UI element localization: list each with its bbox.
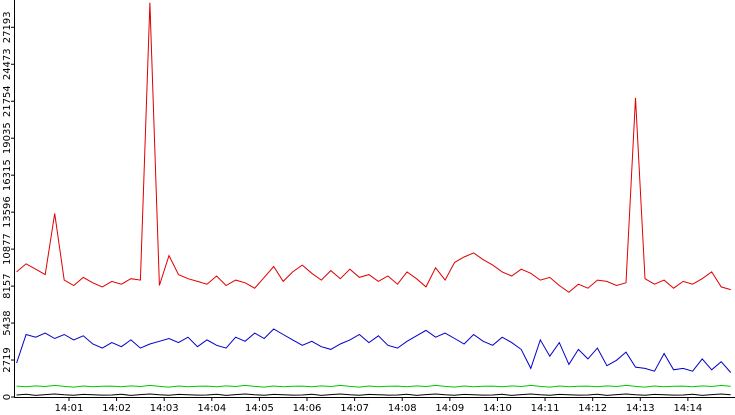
x-tick-label: 14:05 (245, 403, 274, 414)
x-tick-label: 14:08 (388, 403, 417, 414)
y-tick-label: 10877 (2, 233, 13, 265)
series-line (16, 384, 731, 388)
x-tick-label: 14:10 (483, 403, 512, 414)
x-tick-label: 14:11 (531, 403, 560, 414)
y-tick-label: 27193 (2, 11, 13, 43)
x-tick-label: 14:03 (150, 403, 179, 414)
x-tick-label: 14:09 (435, 403, 464, 414)
series-line (16, 328, 732, 373)
y-tick-label: 16315 (2, 159, 13, 191)
y-tick-label: 2719 (2, 347, 13, 372)
x-tick-label: 14:04 (197, 403, 226, 414)
series-line (16, 393, 731, 396)
x-tick-label: 14:12 (578, 403, 607, 414)
x-tick-label: 14:06 (293, 403, 322, 414)
series-line (16, 2, 731, 293)
y-tick-label: 8157 (2, 273, 13, 298)
y-tick-label: 0 (2, 394, 13, 400)
y-tick-label: 24473 (2, 48, 13, 80)
y-tick-label: 21754 (2, 85, 13, 117)
x-tick-label: 14:07 (340, 403, 369, 414)
y-tick-label: 13596 (2, 196, 13, 228)
x-tick-label: 14:13 (626, 403, 655, 414)
x-tick-label: 14:02 (102, 403, 131, 414)
y-tick-label: 19035 (2, 122, 13, 154)
x-tick-label: 14:01 (55, 403, 84, 414)
x-tick-label: 14:14 (673, 403, 702, 414)
y-tick-label: 5438 (2, 310, 13, 335)
